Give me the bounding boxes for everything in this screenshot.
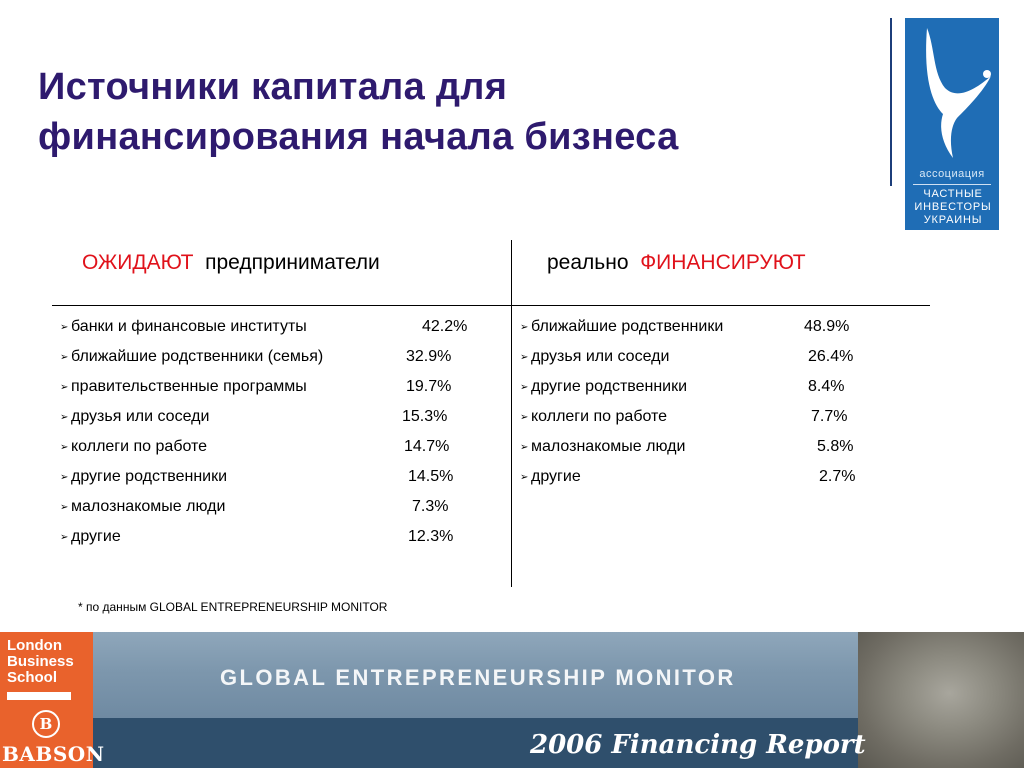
item-label: друзья или соседи bbox=[531, 348, 670, 365]
financing-report-title: 2006 Financing Report bbox=[530, 730, 866, 760]
gem-banner: GLOBAL ENTREPRENEURSHIP MONITOR 2006 Fin… bbox=[0, 632, 1024, 768]
item-value: 14.7% bbox=[404, 438, 450, 455]
arrow-bullet-icon: ➢ bbox=[60, 532, 69, 543]
left-header-text: предприниматели bbox=[205, 251, 380, 274]
babson-wordmark: BABSON bbox=[2, 742, 105, 766]
item-label: малознакомые люди bbox=[531, 438, 686, 455]
lbs-babson-logo: London Business School B BABSON bbox=[0, 632, 104, 768]
lbs-white-bar bbox=[7, 692, 71, 700]
expected-sources-list: ➢ банки и финансовые институты 42.2% ➢ ближ… bbox=[60, 314, 510, 554]
arrow-bullet-icon: ➢ bbox=[520, 322, 529, 333]
arrow-bullet-icon: ➢ bbox=[520, 442, 529, 453]
arrow-bullet-icon: ➢ bbox=[60, 472, 69, 483]
table-horizontal-divider bbox=[52, 305, 930, 306]
logo-inner-divider bbox=[913, 184, 991, 185]
arrow-bullet-icon: ➢ bbox=[60, 442, 69, 453]
arrow-bullet-icon: ➢ bbox=[60, 322, 69, 333]
item-label: другие родственники bbox=[71, 468, 228, 485]
item-value: 2.7% bbox=[819, 468, 856, 485]
item-value: 8.4% bbox=[808, 378, 845, 395]
dove-icon bbox=[926, 28, 991, 158]
actual-sources-list: ➢ ближайшие родственники 48.9% ➢ друзья или… bbox=[520, 314, 920, 494]
lbs-name: London Business School bbox=[7, 638, 74, 686]
logo-name-line-3: УКРАИНЫ bbox=[923, 214, 983, 226]
item-label: коллеги по работе bbox=[71, 438, 208, 455]
list-item: ➢ малознакомые люди 5.8% bbox=[520, 434, 920, 464]
item-value: 26.4% bbox=[808, 348, 854, 365]
list-item: ➢ другие родственники 14.5% bbox=[60, 464, 510, 494]
list-item: ➢ ближайшие родственники (семья) 32.9% bbox=[60, 344, 510, 374]
left-header-highlight: ОЖИДАЮТ bbox=[82, 251, 194, 274]
list-item: ➢ другие 2.7% bbox=[520, 464, 920, 494]
logo-organization-name: ЧАСТНЫЕ ИНВЕСТОРЫ УКРАИНЫ bbox=[909, 188, 997, 227]
source-footnote: * по данным GLOBAL ENTREPRENEURSHIP MONI… bbox=[78, 600, 388, 614]
banner-photo bbox=[858, 632, 1024, 768]
item-value: 7.7% bbox=[811, 408, 848, 425]
arrow-bullet-icon: ➢ bbox=[520, 472, 529, 483]
logo-association-label: ассоциация bbox=[919, 168, 985, 180]
item-label: другие родственники bbox=[531, 378, 688, 395]
item-label: ближайшие родственники bbox=[531, 318, 724, 335]
list-item: ➢ друзья или соседи 15.3% bbox=[60, 404, 510, 434]
arrow-bullet-icon: ➢ bbox=[60, 382, 69, 393]
list-item: ➢ другие 12.3% bbox=[60, 524, 510, 554]
item-value: 42.2% bbox=[422, 318, 468, 335]
logo-divider-line bbox=[890, 18, 892, 186]
item-label: ближайшие родственники (семья) bbox=[71, 348, 324, 365]
right-header-highlight: ФИНАНСИРУЮТ bbox=[640, 251, 806, 274]
list-item: ➢ друзья или соседи 26.4% bbox=[520, 344, 920, 374]
right-header-text: реально bbox=[547, 251, 629, 274]
item-value: 14.5% bbox=[408, 468, 454, 485]
lbs-line-3: School bbox=[7, 669, 58, 686]
list-item: ➢ правительственные программы 19.7% bbox=[60, 374, 510, 404]
item-value: 12.3% bbox=[408, 528, 454, 545]
arrow-bullet-icon: ➢ bbox=[520, 382, 529, 393]
item-label: друзья или соседи bbox=[71, 408, 210, 425]
babson-crest-icon: B bbox=[32, 710, 60, 738]
arrow-bullet-icon: ➢ bbox=[60, 502, 69, 513]
list-item: ➢ ближайшие родственники 48.9% bbox=[520, 314, 920, 344]
slide-title: Источники капитала для финансирования на… bbox=[38, 62, 679, 162]
item-value: 5.8% bbox=[817, 438, 854, 455]
list-item: ➢ коллеги по работе 7.7% bbox=[520, 404, 920, 434]
arrow-bullet-icon: ➢ bbox=[60, 412, 69, 423]
left-column-header: ОЖИДАЮТ предприниматели bbox=[82, 250, 380, 276]
item-label: правительственные программы bbox=[71, 378, 307, 395]
lbs-line-2: Business bbox=[7, 653, 74, 670]
item-label: другие bbox=[71, 528, 121, 545]
lbs-line-1: London bbox=[7, 637, 62, 654]
list-item: ➢ малознакомые люди 7.3% bbox=[60, 494, 510, 524]
list-item: ➢ коллеги по работе 14.7% bbox=[60, 434, 510, 464]
item-value: 48.9% bbox=[804, 318, 850, 335]
item-label: малознакомые люди bbox=[71, 498, 226, 515]
slide-title-line-1: Источники капитала для bbox=[38, 66, 508, 108]
gem-banner-title: GLOBAL ENTREPRENEURSHIP MONITOR bbox=[220, 665, 736, 690]
item-value: 15.3% bbox=[402, 408, 448, 425]
list-item: ➢ другие родственники 8.4% bbox=[520, 374, 920, 404]
table-vertical-divider bbox=[511, 240, 512, 587]
association-logo: ассоциация ЧАСТНЫЕ ИНВЕСТОРЫ УКРАИНЫ bbox=[905, 18, 999, 230]
item-label: коллеги по работе bbox=[531, 408, 668, 425]
item-value: 19.7% bbox=[406, 378, 452, 395]
logo-name-line-2: ИНВЕСТОРЫ bbox=[914, 201, 992, 213]
item-value: 32.9% bbox=[406, 348, 452, 365]
right-column-header: реально ФИНАНСИРУЮТ bbox=[547, 250, 806, 276]
list-item: ➢ банки и финансовые институты 42.2% bbox=[60, 314, 510, 344]
item-label: другие bbox=[531, 468, 581, 485]
slide-title-line-2: финансирования начала бизнеса bbox=[38, 116, 679, 158]
item-value: 7.3% bbox=[412, 498, 449, 515]
arrow-bullet-icon: ➢ bbox=[60, 352, 69, 363]
item-label: банки и финансовые институты bbox=[71, 318, 307, 335]
logo-name-line-1: ЧАСТНЫЕ bbox=[923, 188, 983, 200]
banner-bottom-band bbox=[93, 718, 858, 768]
arrow-bullet-icon: ➢ bbox=[520, 412, 529, 423]
arrow-bullet-icon: ➢ bbox=[520, 352, 529, 363]
